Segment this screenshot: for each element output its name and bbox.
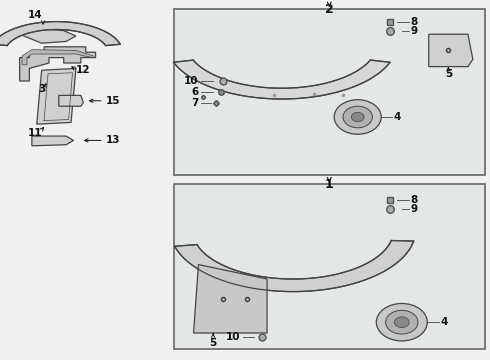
Circle shape — [386, 310, 418, 334]
Circle shape — [376, 303, 427, 341]
Text: 12: 12 — [76, 65, 91, 75]
Polygon shape — [429, 34, 473, 67]
Text: 1: 1 — [325, 178, 334, 191]
Text: 10: 10 — [184, 76, 198, 86]
Polygon shape — [20, 29, 76, 43]
Text: 4: 4 — [440, 317, 447, 327]
Text: 2: 2 — [325, 3, 334, 15]
Text: 6: 6 — [191, 87, 198, 97]
Text: 14: 14 — [28, 10, 43, 20]
Text: 8: 8 — [411, 195, 418, 205]
Circle shape — [343, 106, 372, 128]
Polygon shape — [194, 265, 267, 333]
Polygon shape — [32, 136, 74, 146]
Text: 15: 15 — [105, 96, 120, 106]
Text: 9: 9 — [411, 26, 418, 36]
Text: 4: 4 — [393, 112, 401, 122]
Polygon shape — [0, 22, 120, 46]
Text: 7: 7 — [191, 98, 198, 108]
Text: 5: 5 — [445, 69, 452, 80]
Polygon shape — [20, 47, 96, 81]
Polygon shape — [59, 95, 83, 106]
Text: 5: 5 — [210, 338, 217, 348]
Text: 9: 9 — [411, 204, 418, 214]
Text: 3: 3 — [38, 84, 45, 94]
Text: 10: 10 — [225, 332, 240, 342]
Polygon shape — [175, 240, 414, 292]
Polygon shape — [37, 68, 76, 124]
Polygon shape — [173, 60, 390, 99]
Text: 13: 13 — [105, 135, 120, 145]
Polygon shape — [22, 50, 93, 65]
Circle shape — [394, 317, 409, 328]
Circle shape — [351, 112, 364, 122]
FancyBboxPatch shape — [174, 184, 485, 349]
FancyBboxPatch shape — [174, 9, 485, 175]
Text: 11: 11 — [28, 128, 43, 138]
Circle shape — [334, 100, 381, 134]
Text: 8: 8 — [411, 17, 418, 27]
